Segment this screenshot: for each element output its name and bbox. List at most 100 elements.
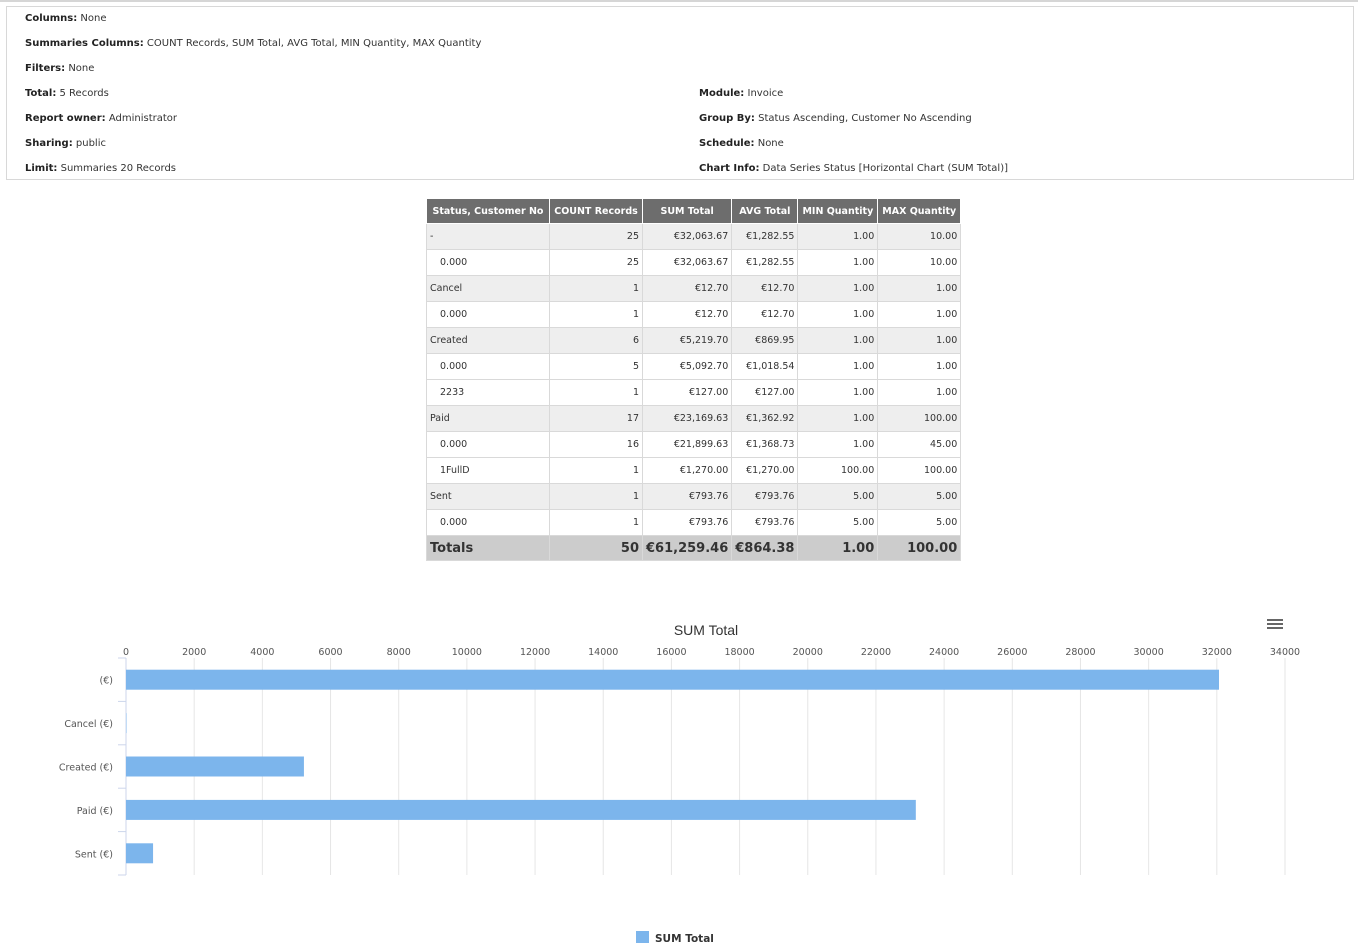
cell-value: 1 xyxy=(549,457,643,484)
table-row: 0.000 16 €21,899.63 €1,368.73 1.00 45.00 xyxy=(426,431,962,458)
cell-value: €1,270.00 xyxy=(641,457,733,484)
status-customer-header[interactable]: Status, Customer No xyxy=(426,198,550,224)
table-row: 0.000 1 €12.70 €12.70 1.00 1.00 xyxy=(426,301,962,328)
cell-value: €1,368.73 xyxy=(731,431,799,458)
min-quantity-header[interactable]: MIN Quantity xyxy=(797,198,879,224)
bar xyxy=(126,843,154,864)
sum-total-header[interactable]: SUM Total xyxy=(641,198,733,224)
info-row-schedule: Schedule: None xyxy=(699,138,784,149)
cell-value: 17 xyxy=(549,405,643,432)
cell-value: 1.00 xyxy=(877,301,962,328)
x-tick-label: 30000 xyxy=(1134,647,1164,658)
summary-table: Status, Customer No COUNT Records SUM Tota… xyxy=(426,198,962,561)
x-tick-label: 32000 xyxy=(1202,647,1232,658)
row-label: 1FullD xyxy=(426,457,550,484)
x-tick-label: 26000 xyxy=(997,647,1027,658)
row-label: 0.000 xyxy=(426,509,550,536)
cell-value: 100.00 xyxy=(877,457,962,484)
cell-value: 45.00 xyxy=(877,431,962,458)
cell-value: €32,063.67 xyxy=(641,249,733,276)
cell-value: 1.00 xyxy=(797,301,879,328)
cell-value: €1,362.92 xyxy=(731,405,799,432)
group-row: Paid 17 €23,169.63 €1,362.92 1.00 100.00 xyxy=(426,405,962,432)
table-row: 0.000 1 €793.76 €793.76 5.00 5.00 xyxy=(426,509,962,536)
bar xyxy=(126,669,1219,690)
top-divider xyxy=(0,0,1358,2)
info-label: Columns: xyxy=(25,13,78,24)
cell-value: 25 xyxy=(549,223,643,250)
x-tick-label: 14000 xyxy=(588,647,618,658)
info-row-sharing: Sharing: public xyxy=(25,138,106,149)
cell-value: €12.70 xyxy=(641,275,733,302)
sum-total-chart: SUM Total 0 2000 4000 6000 8000 10000 12000 1400… xyxy=(59,622,1300,945)
info-value: Administrator xyxy=(105,113,178,124)
count-records-header[interactable]: COUNT Records xyxy=(549,198,643,224)
info-value: public xyxy=(72,138,106,149)
row-label: - xyxy=(426,223,550,250)
x-tick-label: 22000 xyxy=(861,647,891,658)
avg-total-header[interactable]: AVG Total xyxy=(731,198,799,224)
x-tick-label: 2000 xyxy=(182,647,206,658)
info-label: Limit: xyxy=(25,163,58,174)
info-label: Report owner: xyxy=(25,113,106,124)
cell-value: €127.00 xyxy=(641,379,733,406)
info-label: Chart Info: xyxy=(699,163,760,174)
total-value: €61,259.46 xyxy=(641,535,733,561)
cell-value: €793.76 xyxy=(731,509,799,536)
cell-value: 16 xyxy=(549,431,643,458)
info-row-chart-info: Chart Info: Data Series Status [Horizont… xyxy=(699,163,1008,174)
cell-value: 1 xyxy=(549,301,643,328)
x-tick-label: 16000 xyxy=(656,647,686,658)
info-label: Schedule: xyxy=(699,138,755,149)
cell-value: 5 xyxy=(549,353,643,380)
row-label: 0.000 xyxy=(426,353,550,380)
cell-value: €12.70 xyxy=(731,275,799,302)
cell-value: €12.70 xyxy=(731,301,799,328)
table-header-row: Status, Customer No COUNT Records SUM Tota… xyxy=(426,198,962,224)
cell-value: €793.76 xyxy=(641,509,733,536)
cell-value: 10.00 xyxy=(877,249,962,276)
cell-value: 1.00 xyxy=(797,379,879,406)
info-label: Filters: xyxy=(25,63,66,74)
cell-value: 1.00 xyxy=(877,275,962,302)
row-label: Created xyxy=(426,327,550,354)
x-tick-label: 24000 xyxy=(929,647,959,658)
cell-value: 1.00 xyxy=(797,431,879,458)
cell-value: €1,018.54 xyxy=(731,353,799,380)
total-value: 50 xyxy=(549,535,643,561)
row-label: 0.000 xyxy=(426,301,550,328)
group-row: Sent 1 €793.76 €793.76 5.00 5.00 xyxy=(426,483,962,510)
cell-value: €21,899.63 xyxy=(641,431,733,458)
group-row: -25 €32,063.67 €1,282.55 1.00 10.00 xyxy=(426,223,962,250)
cell-value: 25 xyxy=(549,249,643,276)
y-category-label: Created (€) xyxy=(59,763,113,774)
cell-value: 1 xyxy=(549,483,643,510)
cell-value: 6 xyxy=(549,327,643,354)
cell-value: €23,169.63 xyxy=(641,405,733,432)
info-row-report-owner: Report owner: Administrator xyxy=(25,113,177,124)
cell-value: 1 xyxy=(549,275,643,302)
cell-value: €869.95 xyxy=(731,327,799,354)
table-row: 0.000 25 €32,063.67 €1,282.55 1.00 10.00 xyxy=(426,249,962,276)
cell-value: 1 xyxy=(549,509,643,536)
info-label: Sharing: xyxy=(25,138,73,149)
y-category-label: Cancel (€) xyxy=(64,719,113,730)
x-tick-label: 4000 xyxy=(250,647,274,658)
x-tick-label: 12000 xyxy=(520,647,550,658)
cell-value: 100.00 xyxy=(797,457,879,484)
group-row: Cancel 1 €12.70 €12.70 1.00 1.00 xyxy=(426,275,962,302)
x-tick-label: 20000 xyxy=(793,647,823,658)
chart-title: SUM Total xyxy=(674,622,738,638)
hamburger-menu-icon[interactable] xyxy=(1266,617,1284,633)
total-value: 100.00 xyxy=(877,535,962,561)
legend-label[interactable]: SUM Total xyxy=(655,933,714,945)
cell-value: 1.00 xyxy=(877,379,962,406)
max-quantity-header[interactable]: MAX Quantity xyxy=(877,198,962,224)
cell-value: 1.00 xyxy=(797,353,879,380)
info-value: None xyxy=(65,63,95,74)
cell-value: 100.00 xyxy=(877,405,962,432)
info-row-group-by: Group By: Status Ascending, Customer No … xyxy=(699,113,972,124)
row-label: Paid xyxy=(426,405,550,432)
x-tick-label: 0 xyxy=(123,647,129,658)
cell-value: €793.76 xyxy=(641,483,733,510)
